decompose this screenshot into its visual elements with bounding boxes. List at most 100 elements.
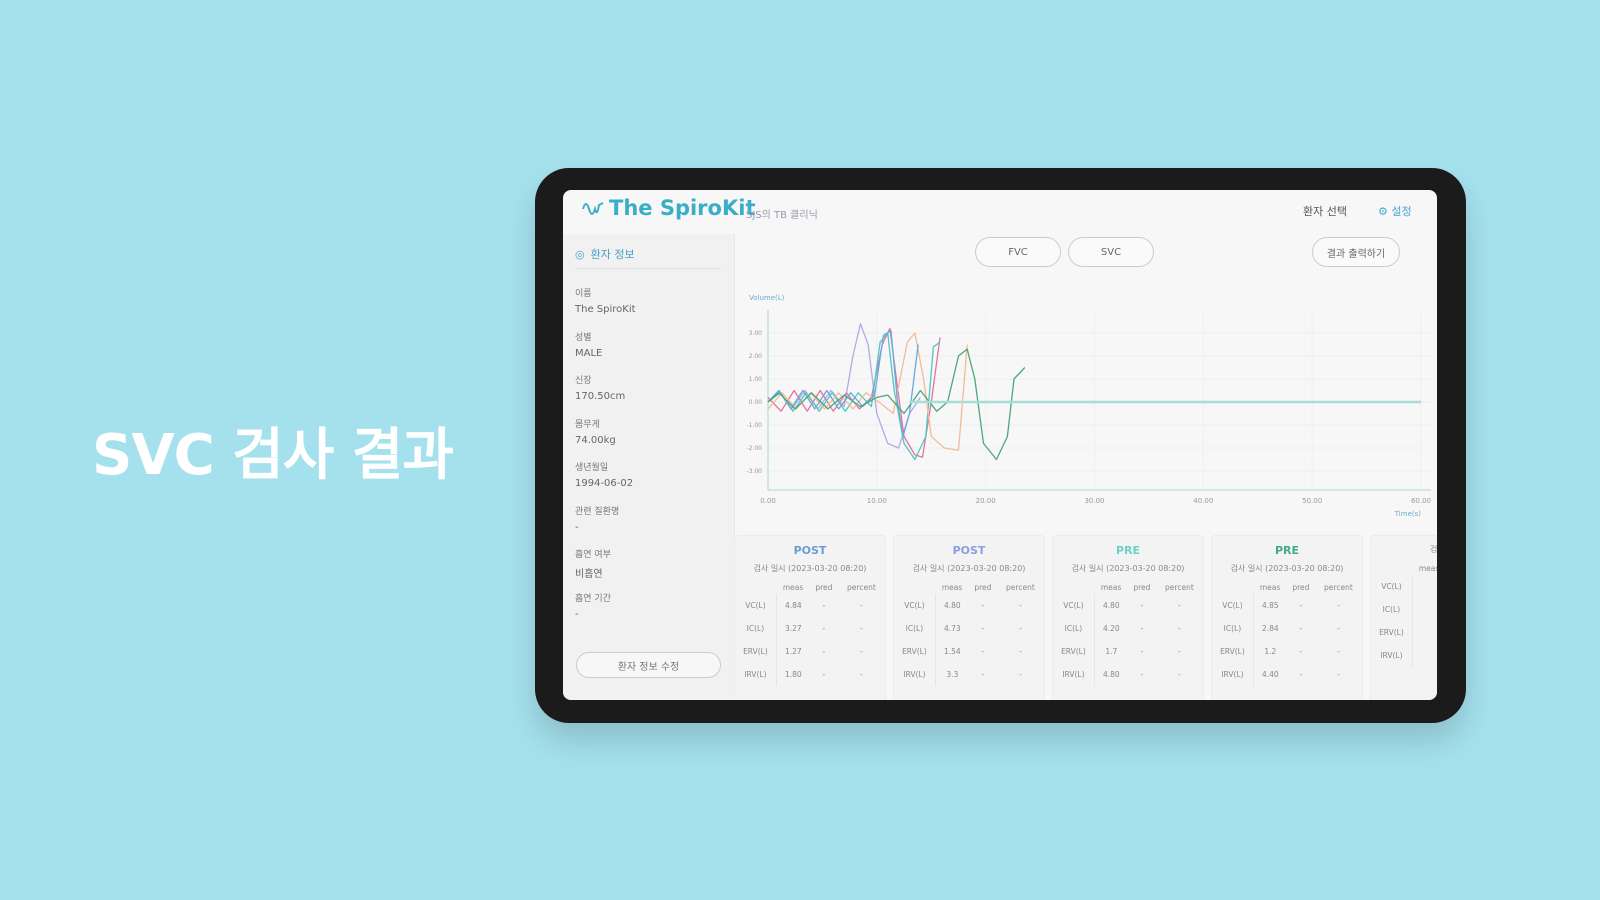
- test-phase-tag: PRE: [1115, 544, 1141, 557]
- y-tick-label: -1.00: [746, 422, 762, 429]
- table-cell: 4.84: [785, 601, 802, 610]
- table-cell: -: [1140, 601, 1144, 610]
- table-cell: IRV(L): [735, 663, 777, 686]
- result-card[interactable]: 검사 일시 measpredpercentVC(L)IC(L)ERV(L)IRV…: [1370, 535, 1437, 700]
- column-header: meas: [941, 582, 963, 592]
- spiro-wave-icon: [582, 202, 604, 215]
- test-phase-tag: PRE: [1274, 544, 1300, 557]
- table-row: VC(L) 4.85 - -: [1212, 594, 1362, 617]
- table-cell: [1412, 644, 1437, 667]
- tab-fvc[interactable]: FVC: [975, 237, 1061, 267]
- table-cell: VC(L): [894, 594, 936, 617]
- column-header: meas: [782, 582, 804, 592]
- tab-svc[interactable]: SVC: [1068, 237, 1154, 267]
- table-row: IRV(L) 4.80 - -: [1053, 663, 1203, 686]
- table-row: IC(L): [1371, 598, 1437, 621]
- field-value: MALE: [575, 347, 603, 359]
- field-label: 신장: [575, 376, 592, 386]
- column-header: percent: [847, 582, 876, 592]
- test-phase-tag: POST: [793, 544, 827, 557]
- x-tick-label: 20.00: [976, 497, 996, 505]
- patient-field: 몸무게 74.00kg: [575, 417, 616, 446]
- result-card[interactable]: POST 검사 일시 (2023-03-20 08:20) meas pred pe…: [734, 535, 886, 700]
- table-cell: 3.27: [785, 624, 802, 633]
- result-table: meas pred percent VC(L) 4.80- - IC(L) 4.20- - ERV…: [1053, 580, 1203, 686]
- column-header: meas: [1259, 582, 1281, 592]
- table-cell: [1412, 621, 1437, 644]
- edit-patient-button[interactable]: 환자 정보 수정: [576, 652, 721, 678]
- table-row: ERV(L) 1.27 - -: [735, 640, 885, 663]
- table-cell: -: [981, 647, 985, 656]
- field-value: 1994-06-02: [575, 478, 634, 489]
- test-date: 검사 일시 (2023-03-20 08:20): [1230, 564, 1344, 573]
- x-tick-label: 10.00: [867, 497, 887, 505]
- table-cell: -: [1337, 647, 1340, 656]
- column-header: pred: [1133, 582, 1151, 592]
- table-cell: VC(L): [1212, 594, 1254, 617]
- table-cell: -: [860, 601, 863, 610]
- export-button[interactable]: 결과 출력하기: [1312, 237, 1400, 267]
- table-row: ERV(L) 1.7 - -: [1053, 640, 1203, 663]
- field-value: -: [575, 521, 579, 533]
- table-cell: -: [822, 647, 826, 656]
- table-cell: IC(L): [894, 617, 936, 640]
- table-cell: VC(L): [735, 594, 777, 617]
- table-cell: 4.80: [1103, 601, 1120, 610]
- table-row: IC(L) 4.20 - -: [1053, 617, 1203, 640]
- table-cell: -: [1140, 647, 1144, 656]
- table-row: IRV(L) 4.40 - -: [1212, 663, 1362, 686]
- table-cell: 4.20: [1103, 624, 1120, 633]
- table-cell: [1412, 575, 1437, 598]
- table-cell: 4.73: [944, 624, 961, 633]
- table-cell: -: [1299, 624, 1303, 633]
- x-tick-label: 50.00: [1302, 497, 1322, 505]
- result-card[interactable]: PRE 검사 일시 (2023-03-20 08:20) meas pred per…: [1211, 535, 1363, 700]
- table-cell: 4.80: [944, 601, 961, 610]
- table-row: IRV(L) 3.3 - -: [894, 663, 1044, 686]
- field-value: 74.00kg: [575, 434, 616, 446]
- table-cell: 4.85: [1262, 601, 1279, 610]
- patient-select-link[interactable]: 환자 선택: [1303, 205, 1347, 218]
- patient-field: 이름 The SpiroKit: [575, 286, 636, 315]
- volume-series-line: [767, 327, 941, 458]
- patient-field: 흡연 기간 -: [575, 591, 611, 620]
- table-cell: -: [1178, 670, 1181, 679]
- x-tick-label: 0.00: [760, 497, 776, 505]
- table-cell: -: [1178, 624, 1181, 633]
- table-row: ERV(L) 1.2 - -: [1212, 640, 1362, 663]
- x-tick-label: 60.00: [1411, 497, 1431, 505]
- column-header: percent: [1165, 582, 1194, 592]
- test-date: 검사 일시 (2023-03-20 08:20): [753, 564, 867, 573]
- table-cell: -: [860, 624, 863, 633]
- table-cell: -: [981, 601, 985, 610]
- app-logo[interactable]: The SpiroKit: [581, 196, 755, 220]
- column-header: pred: [815, 582, 833, 592]
- result-table: meas pred percent VC(L) 4.80- - IC(L) 4.73- - ERV…: [894, 580, 1044, 686]
- field-value: -: [575, 608, 579, 620]
- table-cell: IC(L): [735, 617, 777, 640]
- settings-label: 설정: [1391, 205, 1412, 218]
- table-cell: -: [1337, 624, 1340, 633]
- field-label: 흡연 여부: [575, 550, 611, 560]
- y-tick-label: 2.00: [749, 353, 763, 360]
- settings-link[interactable]: ⚙ 설정: [1378, 203, 1412, 219]
- result-card[interactable]: POST 검사 일시 (2023-03-20 08:20) meas pred pe…: [893, 535, 1045, 700]
- table-cell: IC(L): [1212, 617, 1254, 640]
- table-row: VC(L) 4.80 - -: [894, 594, 1044, 617]
- table-cell: -: [822, 601, 826, 610]
- table-row: IRV(L) 1.80 - -: [735, 663, 885, 686]
- column-header: percent: [1006, 582, 1035, 592]
- table-cell: 1.2: [1264, 647, 1277, 656]
- y-tick-label: 1.00: [749, 376, 763, 383]
- test-date: 검사 일시 (2023-03-20 08:20): [1071, 564, 1185, 573]
- table-cell: 1.80: [785, 670, 802, 679]
- table-cell: IC(L): [1371, 598, 1413, 621]
- svc-volume-chart: 0.00 10.00 20.00 30.00 40.00 50.00 60.00 3.00 2.…: [746, 294, 1431, 518]
- y-tick-label: 3.00: [749, 330, 763, 337]
- user-icon: ◎: [575, 247, 585, 261]
- result-card[interactable]: PRE 검사 일시 (2023-03-20 08:20) meas pred per…: [1052, 535, 1204, 700]
- table-cell: ERV(L): [1053, 640, 1095, 663]
- patient-field: 흡연 여부 비흡연: [575, 547, 611, 580]
- x-axis-label: Time(s): [1394, 510, 1422, 518]
- volume-series-line: [767, 332, 968, 451]
